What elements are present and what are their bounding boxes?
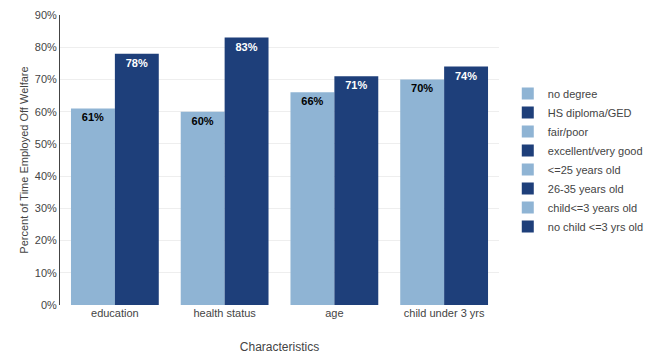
svg-text:HS diploma/GED: HS diploma/GED	[548, 107, 632, 119]
svg-text:50%: 50%	[35, 138, 57, 150]
svg-text:71%: 71%	[345, 79, 367, 91]
svg-text:20%: 20%	[35, 234, 57, 246]
svg-text:health status: health status	[193, 307, 256, 319]
svg-text:66%: 66%	[301, 95, 323, 107]
svg-text:10%: 10%	[35, 267, 57, 279]
svg-text:83%: 83%	[235, 41, 257, 53]
svg-text:0%: 0%	[41, 299, 57, 311]
svg-text:70%: 70%	[35, 73, 57, 85]
svg-text:<=25 years old: <=25 years old	[548, 164, 621, 176]
svg-text:80%: 80%	[35, 41, 57, 53]
svg-text:no degree: no degree	[548, 88, 598, 100]
svg-text:education: education	[91, 307, 139, 319]
svg-text:30%: 30%	[35, 202, 57, 214]
svg-text:age: age	[325, 307, 343, 319]
svg-text:Characteristics: Characteristics	[240, 340, 319, 354]
svg-text:child under 3 yrs: child under 3 yrs	[404, 307, 485, 319]
svg-text:fair/poor: fair/poor	[548, 126, 589, 138]
svg-text:26-35 years old: 26-35 years old	[548, 183, 624, 195]
svg-text:no child <=3 yrs old: no child <=3 yrs old	[548, 221, 643, 233]
svg-text:70%: 70%	[411, 82, 433, 94]
svg-text:Percent of Time Employed Off W: Percent of Time Employed Off Welfare	[18, 66, 30, 253]
svg-text:78%: 78%	[126, 57, 148, 69]
svg-text:90%: 90%	[35, 9, 57, 21]
svg-text:74%: 74%	[455, 70, 477, 82]
svg-text:child<=3 years old: child<=3 years old	[548, 202, 637, 214]
svg-text:40%: 40%	[35, 170, 57, 182]
svg-text:60%: 60%	[192, 115, 214, 127]
svg-text:excellent/very good: excellent/very good	[548, 145, 643, 157]
svg-text:61%: 61%	[82, 111, 104, 123]
svg-text:60%: 60%	[35, 106, 57, 118]
